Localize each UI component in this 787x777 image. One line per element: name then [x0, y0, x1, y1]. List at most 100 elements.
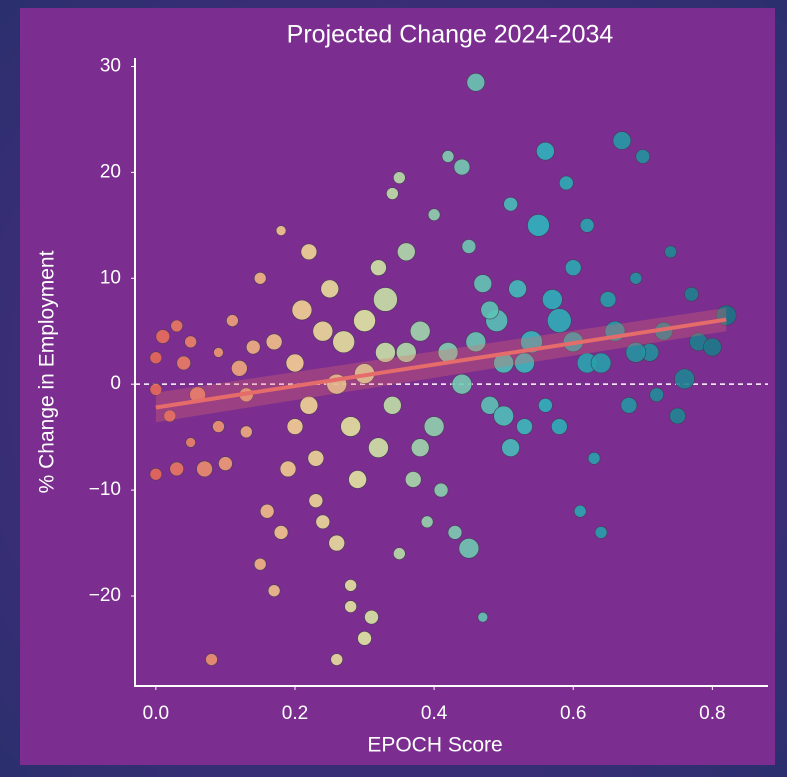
point [465, 331, 487, 353]
point [547, 308, 572, 333]
point [308, 493, 324, 508]
point [169, 461, 185, 477]
point [461, 239, 477, 254]
point [393, 171, 406, 184]
point [514, 352, 535, 374]
point [420, 515, 434, 529]
point [558, 175, 574, 191]
point [286, 418, 304, 435]
point [599, 291, 617, 308]
point [213, 347, 224, 358]
point [149, 383, 163, 396]
point [315, 514, 331, 530]
point [674, 368, 695, 390]
point [703, 337, 722, 357]
point [629, 271, 643, 285]
panel [20, 8, 775, 765]
point [473, 274, 493, 293]
point [386, 187, 399, 200]
point [466, 73, 486, 92]
point [357, 631, 372, 646]
point [330, 653, 344, 666]
x-axis-label: EPOCH Score [367, 734, 502, 757]
point [328, 534, 346, 552]
point [253, 271, 267, 285]
y-tick-label: 10 [100, 267, 121, 288]
point [447, 525, 463, 540]
point [587, 452, 601, 465]
point [480, 300, 500, 320]
point [625, 342, 647, 363]
point [353, 309, 376, 332]
point [184, 335, 197, 349]
point [433, 482, 449, 498]
point [594, 526, 608, 539]
point [265, 333, 283, 351]
point [185, 437, 196, 448]
y-tick-label: −10 [89, 479, 121, 500]
point [259, 503, 275, 519]
point [480, 396, 500, 415]
point [453, 158, 471, 176]
point [205, 653, 218, 666]
point [441, 150, 455, 163]
point [451, 373, 473, 395]
trend-line [155, 317, 727, 410]
point [635, 149, 651, 164]
chart-title: Projected Change 2024-2034 [287, 21, 614, 49]
point [410, 438, 430, 458]
point [245, 339, 261, 355]
point [664, 245, 677, 259]
point [612, 131, 632, 150]
x-tick-label: 0.0 [143, 703, 169, 724]
point [477, 611, 489, 623]
point [501, 438, 520, 458]
point [503, 196, 518, 212]
point [176, 355, 191, 371]
point [383, 396, 402, 415]
point [373, 287, 398, 312]
point [196, 460, 213, 478]
point [493, 405, 514, 427]
point [396, 242, 416, 262]
point [344, 579, 357, 592]
y-tick-label: −20 [89, 585, 121, 606]
point [212, 420, 225, 433]
point [375, 342, 396, 363]
point [291, 299, 313, 321]
point [344, 600, 357, 613]
x-tick-label: 0.6 [560, 703, 586, 724]
point [649, 387, 665, 403]
point [218, 456, 233, 471]
point [149, 351, 163, 365]
plot-area [135, 73, 768, 666]
point [538, 398, 553, 413]
point [340, 416, 361, 437]
y-axis-label: % Change in Employment [36, 250, 59, 493]
point [368, 437, 389, 459]
point [312, 320, 334, 342]
point [149, 467, 163, 481]
point [404, 471, 422, 488]
point [299, 396, 319, 415]
point [226, 314, 239, 327]
point [409, 320, 431, 342]
point [275, 225, 287, 236]
point [542, 289, 563, 310]
point [239, 425, 253, 439]
point [393, 547, 406, 560]
point [620, 397, 638, 414]
point [348, 470, 367, 489]
point [267, 584, 281, 597]
point [364, 609, 379, 625]
point [527, 214, 550, 237]
y-tick-label: 30 [100, 55, 121, 76]
y-tick-label: 20 [100, 161, 121, 182]
point [564, 259, 582, 276]
point [516, 418, 533, 435]
point [279, 460, 297, 478]
point [170, 319, 184, 333]
point [285, 353, 305, 373]
